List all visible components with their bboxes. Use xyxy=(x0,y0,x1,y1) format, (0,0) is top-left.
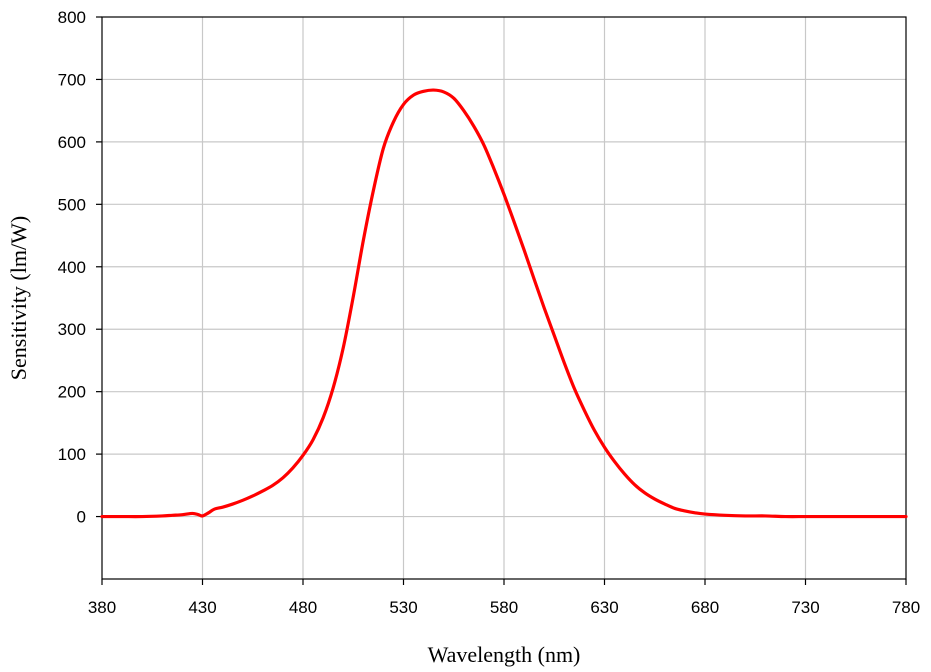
x-tick-label: 580 xyxy=(490,598,518,617)
x-tick-label: 730 xyxy=(791,598,819,617)
y-tick-label: 300 xyxy=(58,320,86,339)
grid xyxy=(102,17,906,579)
y-tick-label: 200 xyxy=(58,383,86,402)
x-axis-title: Wavelength (nm) xyxy=(428,642,581,667)
x-tick-label: 530 xyxy=(389,598,417,617)
y-tick-label: 800 xyxy=(58,8,86,27)
x-tick-label: 480 xyxy=(289,598,317,617)
y-axis-title: Sensitivity (lm/W) xyxy=(6,216,31,380)
x-tick-label: 630 xyxy=(590,598,618,617)
y-tick-label: 700 xyxy=(58,70,86,89)
y-tick-label: 500 xyxy=(58,195,86,214)
y-axis: 0 100 200 300 400 500 600 700 800 xyxy=(58,8,102,527)
y-tick-label: 100 xyxy=(58,445,86,464)
x-tick-label: 680 xyxy=(691,598,719,617)
y-tick-label: 400 xyxy=(58,258,86,277)
x-tick-label: 430 xyxy=(188,598,216,617)
x-tick-label: 380 xyxy=(88,598,116,617)
series-group xyxy=(100,88,908,519)
y-tick-label: 0 xyxy=(77,508,86,527)
y-tick-label: 600 xyxy=(58,133,86,152)
series-line xyxy=(100,88,908,519)
x-tick-label: 780 xyxy=(892,598,920,617)
x-axis: 380 430 480 530 580 630 680 730 780 xyxy=(88,579,920,617)
